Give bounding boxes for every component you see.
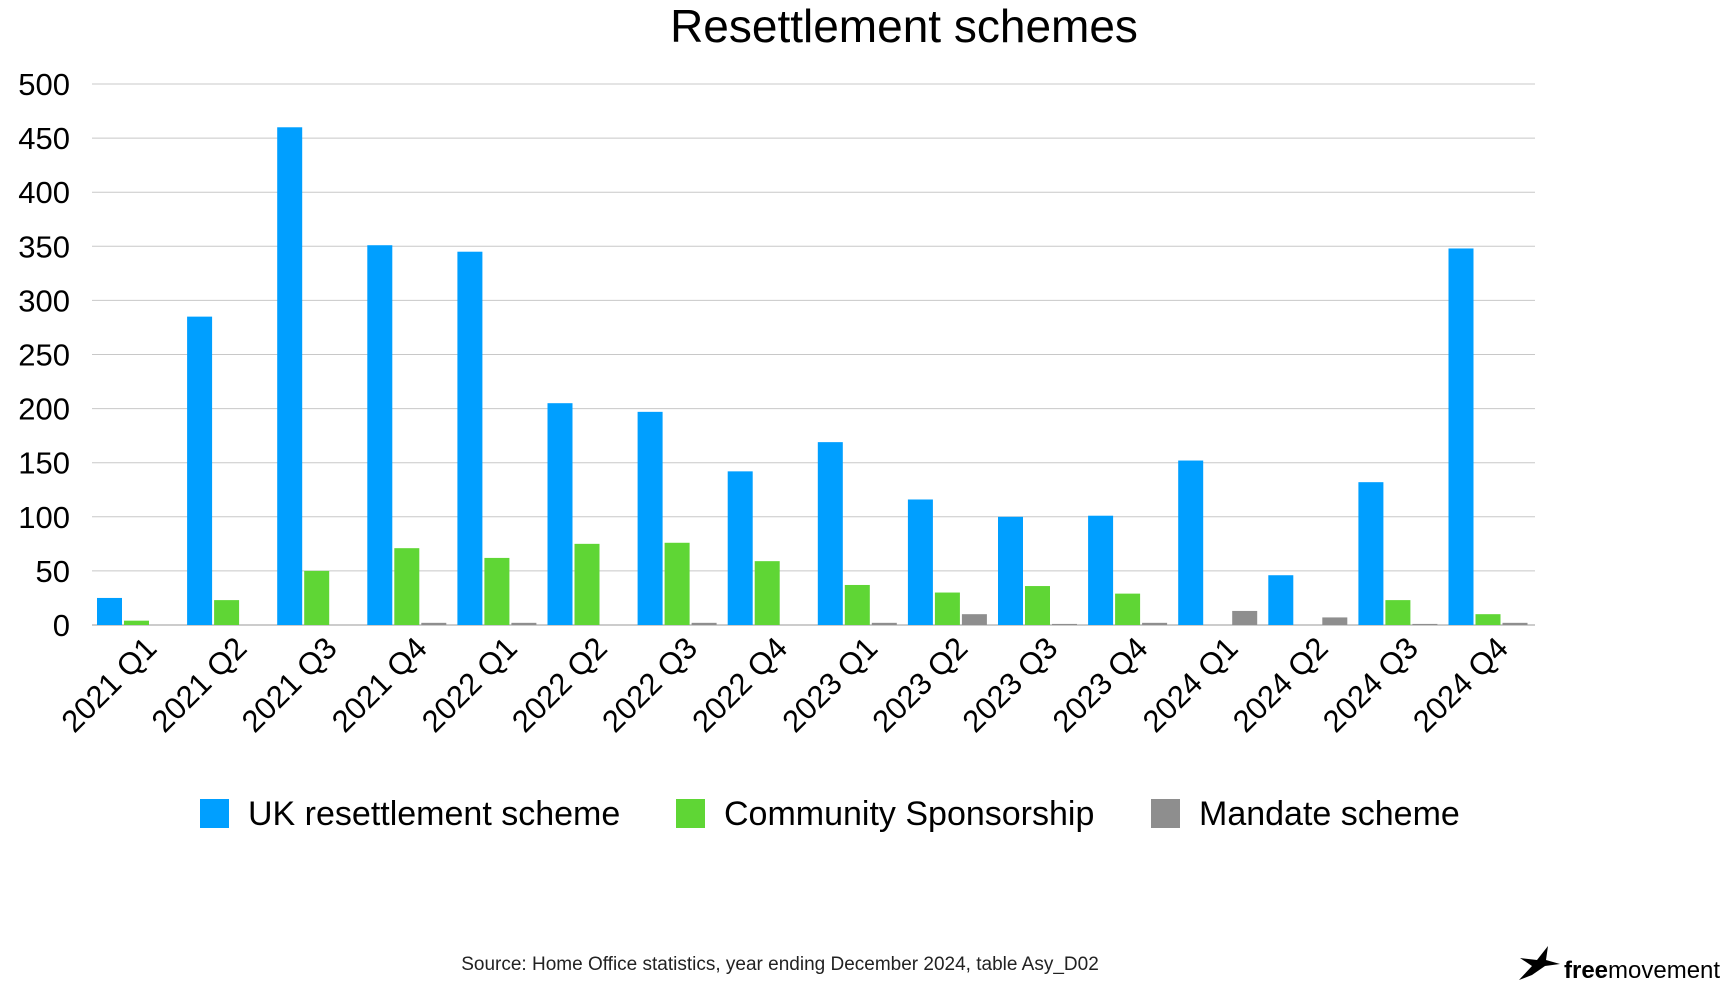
bar [1142, 622, 1168, 625]
bar [664, 542, 690, 625]
y-tick-label: 400 [18, 175, 70, 210]
bar [547, 403, 573, 625]
x-tick-label: 2024 Q2 [1226, 630, 1335, 739]
bar [934, 592, 960, 625]
bar [754, 561, 780, 625]
bar [1088, 515, 1114, 625]
bar [1448, 248, 1474, 626]
bar [1385, 600, 1411, 625]
x-tick-label: 2023 Q1 [775, 630, 884, 739]
bar [574, 543, 600, 625]
bar [1268, 575, 1294, 625]
x-tick-label: 2024 Q4 [1406, 630, 1515, 739]
x-tick-label: 2021 Q4 [325, 630, 434, 739]
x-tick-label: 2023 Q4 [1046, 630, 1155, 739]
bar [1178, 460, 1204, 625]
bar [277, 127, 303, 625]
y-tick-label: 100 [18, 500, 70, 535]
bar [727, 471, 753, 625]
bar [1475, 614, 1501, 625]
legend-label: Mandate scheme [1199, 795, 1460, 833]
y-tick-label: 300 [18, 283, 70, 318]
bar [187, 316, 213, 625]
y-tick-label: 450 [18, 121, 70, 156]
bar [421, 622, 447, 625]
y-tick-label: 150 [18, 446, 70, 481]
logo: freemovement [1519, 946, 1720, 984]
bar [457, 251, 483, 625]
bar [998, 516, 1023, 625]
bar [691, 622, 717, 625]
x-tick-label: 2021 Q1 [55, 630, 164, 739]
bar [484, 557, 510, 625]
x-tick-label: 2023 Q2 [865, 630, 974, 739]
svg-text:freemovement: freemovement [1564, 957, 1720, 984]
logo-text-light: movement [1608, 957, 1720, 984]
x-tick-label: 2022 Q1 [415, 630, 524, 739]
bar [214, 600, 240, 625]
legend: UK resettlement scheme Community Sponsors… [200, 795, 1460, 833]
source-note: Source: Home Office statistics, year end… [461, 954, 1099, 975]
bar [1115, 593, 1141, 625]
bar [871, 622, 897, 625]
bars [97, 127, 1528, 626]
bar [1358, 482, 1384, 625]
bird-icon [1519, 946, 1560, 980]
bar [961, 614, 987, 625]
bar [304, 570, 330, 625]
bar [367, 245, 393, 625]
bar [124, 620, 149, 625]
x-tick-label: 2021 Q2 [145, 630, 254, 739]
bar [637, 411, 663, 625]
x-tick-label: 2023 Q3 [956, 630, 1065, 739]
bar [1502, 622, 1528, 625]
bar [1232, 610, 1258, 625]
legend-swatch [676, 799, 705, 828]
y-tick-label: 50 [36, 554, 70, 589]
x-tick-label: 2022 Q4 [685, 630, 794, 739]
x-tick-label: 2024 Q3 [1316, 630, 1425, 739]
bar [511, 622, 537, 625]
y-axis-ticks: 0 50 100 150 200 250 300 350 400 450 500 [18, 67, 70, 643]
y-tick-label: 250 [18, 338, 70, 373]
bar [394, 548, 420, 625]
bar [97, 597, 122, 625]
bar [1025, 586, 1050, 625]
x-tick-label: 2021 Q3 [235, 630, 344, 739]
y-tick-label: 350 [18, 229, 70, 264]
legend-label: Community Sponsorship [724, 795, 1094, 833]
bar [907, 499, 933, 625]
y-tick-label: 0 [53, 608, 70, 643]
legend-swatch [1151, 799, 1180, 828]
bar [844, 584, 870, 625]
x-tick-label: 2022 Q2 [505, 630, 614, 739]
chart-title: Resettlement schemes [670, 0, 1138, 52]
bar [1322, 617, 1348, 625]
legend-label: UK resettlement scheme [248, 795, 620, 833]
logo-text-bold: free [1564, 957, 1608, 984]
y-tick-label: 500 [18, 67, 70, 102]
x-tick-label: 2024 Q1 [1136, 630, 1245, 739]
y-tick-label: 200 [18, 392, 70, 427]
x-tick-label: 2022 Q3 [595, 630, 704, 739]
bar [817, 442, 843, 625]
bar [1412, 623, 1438, 625]
grid-lines [92, 83, 1535, 626]
bar [1052, 623, 1077, 625]
legend-swatch [200, 799, 229, 828]
